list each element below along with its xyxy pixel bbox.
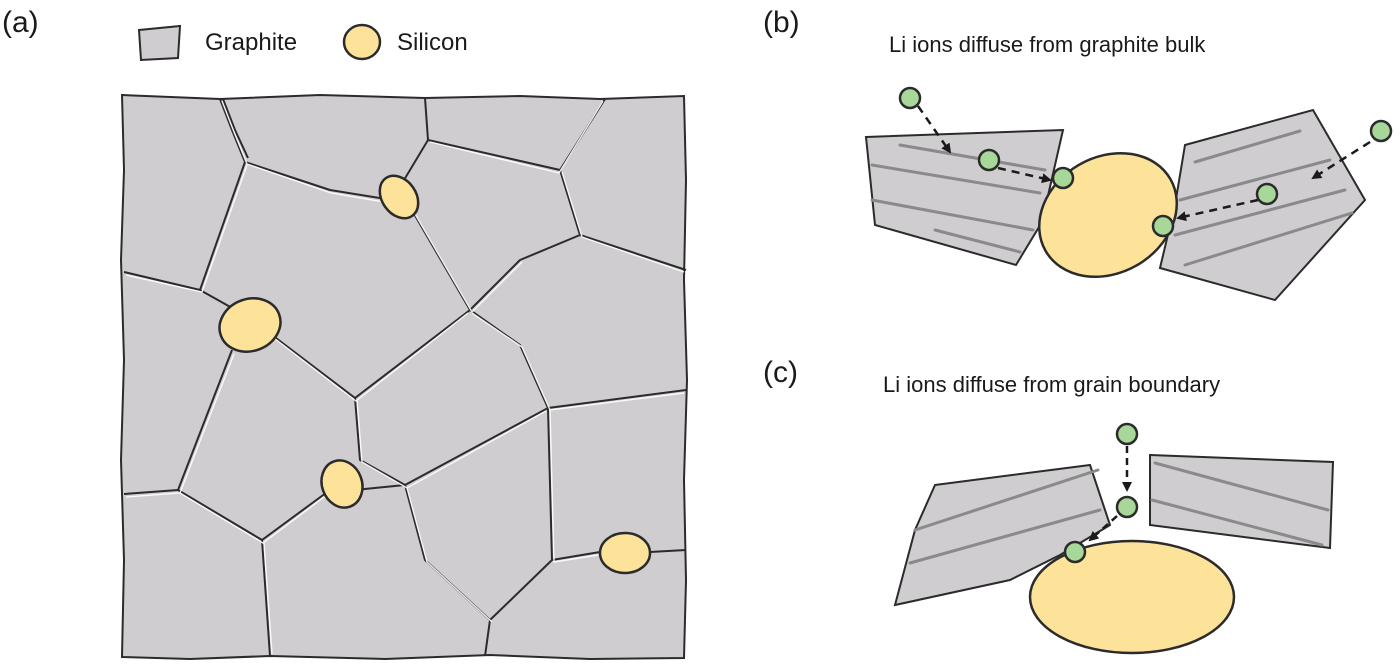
legend-silicon-label: Silicon bbox=[397, 29, 468, 56]
panel-a-label: (a) bbox=[2, 6, 39, 39]
panel-b: (b) Li ions diffuse from graphite bulk bbox=[763, 6, 1393, 302]
panel-b-caption: Li ions diffuse from graphite bulk bbox=[889, 32, 1206, 57]
graphite-legend-icon bbox=[137, 24, 182, 62]
graphite-flake bbox=[864, 128, 1065, 267]
legend-graphite-label: Graphite bbox=[205, 29, 297, 56]
diffusion-arrow-icon bbox=[1088, 446, 1132, 542]
graphite-flake bbox=[1158, 108, 1367, 302]
graphite-flake bbox=[893, 463, 1112, 607]
panel-c-label: (c) bbox=[763, 356, 798, 389]
graphite-block bbox=[119, 93, 689, 661]
li-ion-icon bbox=[1063, 422, 1139, 564]
panel-c-caption: Li ions diffuse from grain boundary bbox=[883, 372, 1220, 397]
silicon-particle bbox=[1028, 539, 1236, 655]
panel-a: (a) Graphite Silicon bbox=[2, 6, 689, 661]
panel-b-label: (b) bbox=[763, 6, 800, 39]
graphite-microstructure bbox=[119, 93, 689, 661]
li-ion-icon bbox=[898, 86, 1393, 238]
panel-c: (c) Li ions diffuse from grain boundary bbox=[763, 356, 1335, 655]
silicon-particle bbox=[218, 297, 282, 353]
silicon-particle bbox=[598, 531, 652, 575]
silicon-particle bbox=[378, 174, 420, 220]
legend: Graphite Silicon bbox=[137, 23, 468, 62]
silicon-legend-icon bbox=[342, 23, 382, 61]
graphite-flake bbox=[1149, 453, 1335, 550]
diffusion-arrow-icon bbox=[916, 105, 1371, 222]
silicon-particle bbox=[320, 459, 364, 509]
silicon-particle bbox=[1037, 151, 1179, 279]
